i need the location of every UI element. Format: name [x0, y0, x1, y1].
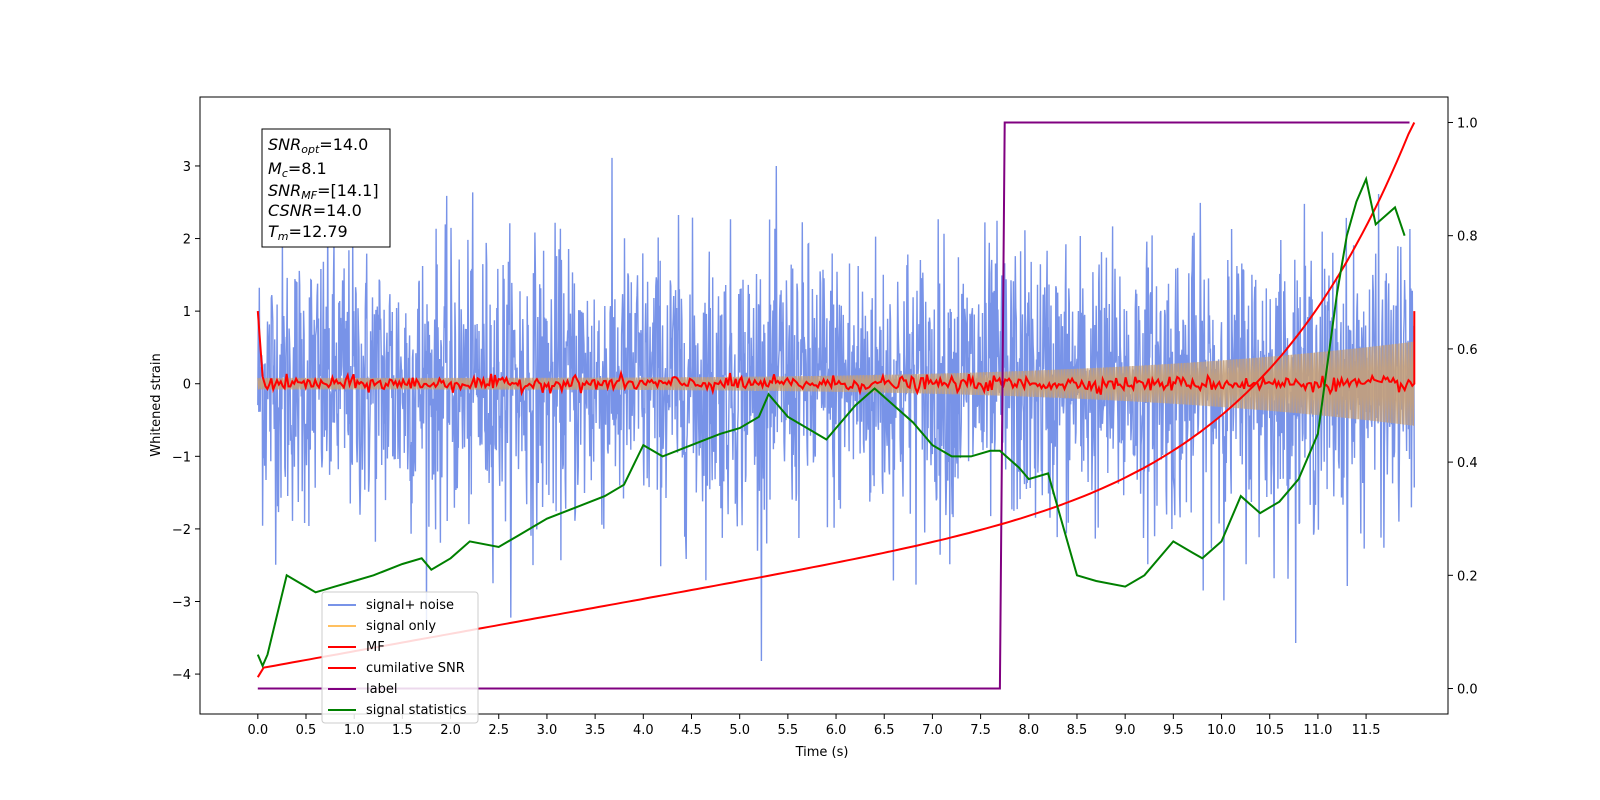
mf-line	[256, 311, 1416, 397]
y-tick-label: −3	[172, 595, 191, 610]
label-series	[257, 121, 1410, 690]
y-tick-label: 0	[183, 378, 191, 393]
legend-entry-signal-noise: signal+ noise	[328, 598, 454, 613]
x-tick-label: 1.0	[344, 723, 365, 738]
x-tick-label: 4.0	[633, 723, 654, 738]
y-tick-label: 1	[183, 305, 191, 320]
y2-tick-label: 0.0	[1457, 683, 1478, 698]
legend-entry-signal-only: signal only	[328, 619, 436, 634]
x-tick-label: 10.5	[1255, 723, 1284, 738]
x-tick-label: 6.0	[826, 723, 847, 738]
legend-entry-signal-statistics: signal statistics	[328, 703, 467, 718]
x-tick-label: 5.5	[778, 723, 799, 738]
svg-text:cumilative SNR: cumilative SNR	[366, 661, 465, 676]
y2-tick-label: 1.0	[1457, 116, 1478, 131]
info-snr-mf: SNRMF=[14.1]	[268, 181, 379, 202]
y-tick-label: −4	[172, 668, 191, 683]
x-tick-label: 5.0	[729, 723, 750, 738]
x-tick-label: 11.5	[1352, 723, 1381, 738]
y2-tick-label: 0.8	[1457, 230, 1478, 245]
y-axis-label: Whitened strain	[149, 353, 164, 456]
x-tick-label: 6.5	[874, 723, 895, 738]
info-mc: Mc=8.1	[268, 159, 327, 180]
signal-statistics-series	[256, 175, 1406, 669]
x-tick-label: 0.5	[296, 723, 317, 738]
x-tick-label: 2.5	[488, 723, 509, 738]
x-tick-label: 4.5	[681, 723, 702, 738]
x-tick-label: 0.0	[247, 723, 268, 738]
y2-tick-label: 0.6	[1457, 343, 1478, 358]
x-tick-label: 3.5	[585, 723, 606, 738]
x-tick-label: 7.0	[922, 723, 943, 738]
x-tick-label: 11.0	[1303, 723, 1332, 738]
legend: signal+ noise signal only MF cumilative …	[321, 591, 479, 724]
x-tick-label: 3.0	[537, 723, 558, 738]
info-tm: Tm=12.79	[268, 222, 348, 243]
svg-text:signal+ noise: signal+ noise	[366, 598, 454, 613]
x-tick-label: 1.5	[392, 723, 413, 738]
signal-statistics-line	[256, 175, 1406, 669]
info-snr-opt: SNRopt=14.0	[268, 135, 368, 156]
y2-axis-ticks: 1.0 0.8 0.6 0.4 0.2 0.0	[1448, 116, 1478, 698]
y2-tick-label: 0.2	[1457, 569, 1478, 584]
y-tick-label: 3	[183, 160, 191, 175]
x-tick-label: 8.5	[1067, 723, 1088, 738]
y-tick-label: −2	[172, 523, 191, 538]
label-line	[257, 121, 1410, 690]
svg-text:signal statistics: signal statistics	[366, 703, 467, 718]
info-csnr: CSNR=14.0	[268, 201, 362, 220]
legend-entry-label: label	[328, 682, 397, 697]
svg-text:label: label	[366, 682, 397, 697]
mf-series	[256, 311, 1416, 397]
x-tick-label: 10.0	[1207, 723, 1236, 738]
x-axis-label: Time (s)	[795, 745, 849, 760]
info-box: SNRopt=14.0 Mc=8.1 SNRMF=[14.1] CSNR=14.…	[261, 128, 391, 248]
y2-tick-label: 0.4	[1457, 456, 1478, 471]
x-tick-label: 8.0	[1018, 723, 1039, 738]
plot-frame	[199, 96, 1449, 715]
legend-entry-mf: MF	[328, 640, 385, 655]
x-tick-label: 7.5	[970, 723, 991, 738]
svg-text:MF: MF	[366, 640, 385, 655]
y-tick-label: −1	[172, 450, 191, 465]
y-axis-ticks: 3 2 1 0 −1 −2 −3 −4	[172, 160, 200, 683]
x-tick-label: 9.5	[1163, 723, 1184, 738]
x-tick-label: 2.0	[440, 723, 461, 738]
x-axis-ticks: 0.0 0.5 1.0 1.5 2.0 2.5 3.0 3.5 4.0 4.5 5.0 5.5 6.0 6…	[247, 714, 1381, 738]
svg-text:signal only: signal only	[366, 619, 436, 634]
y-tick-label: 2	[183, 233, 191, 248]
x-tick-label: 9.0	[1115, 723, 1136, 738]
legend-entry-cumulative-snr: cumilative SNR	[328, 661, 465, 676]
